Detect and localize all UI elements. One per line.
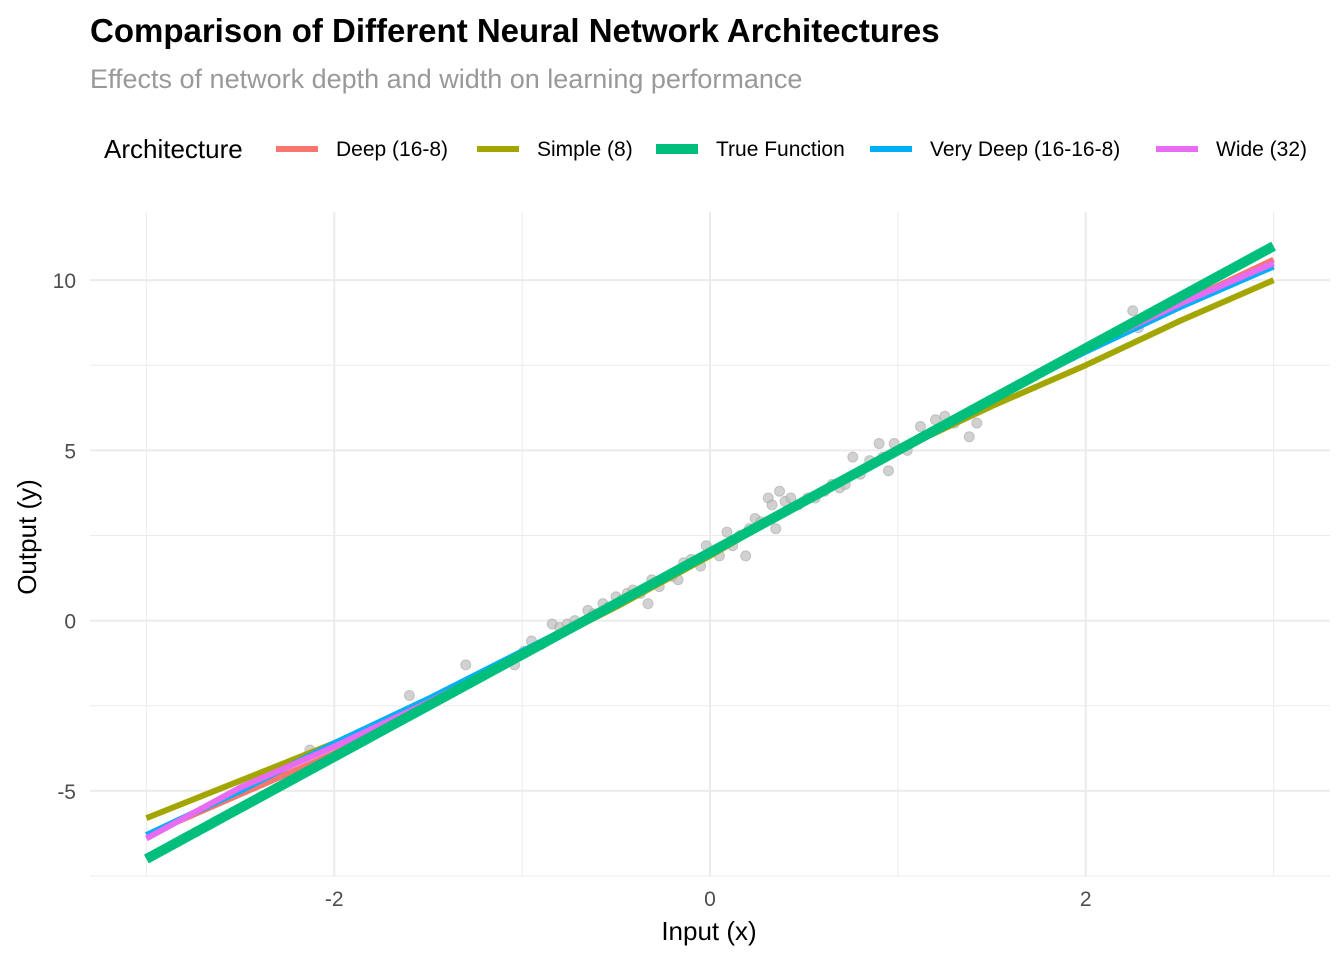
- legend-label: Wide (32): [1216, 138, 1307, 161]
- legend-entries: Deep (16-8) Simple (8) True Function Very D…: [276, 138, 1307, 161]
- legend: Architecture Deep (16-8) Simple (8) True F…: [104, 134, 1307, 164]
- legend-title: Architecture: [104, 134, 243, 164]
- scatter-point: [740, 550, 752, 562]
- scatter-point: [963, 431, 975, 443]
- scatter-point: [847, 451, 859, 463]
- legend-label: True Function: [716, 138, 845, 161]
- series-lines: [144, 241, 1276, 864]
- y-tick-label: 10: [53, 270, 76, 293]
- legend-label: Very Deep (16-16-8): [930, 138, 1120, 161]
- scatter-point: [403, 690, 415, 702]
- scatter-point: [770, 523, 782, 535]
- legend-label: Deep (16-8): [336, 138, 448, 161]
- scatter-point: [882, 465, 894, 477]
- x-axis-label: Input (x): [661, 916, 756, 946]
- x-axis-ticks: -2 0 2: [325, 888, 1092, 911]
- scatter-point: [971, 417, 983, 429]
- scatter-point: [721, 526, 733, 538]
- x-tick-label: 0: [704, 888, 716, 911]
- y-axis-ticks: -5 0 5 10: [53, 270, 76, 804]
- grid: [90, 212, 1330, 877]
- scatter-point: [914, 421, 926, 433]
- chart-title: Comparison of Different Neural Network A…: [90, 12, 940, 49]
- series-line-true-function: [144, 241, 1276, 864]
- scatter-point: [774, 485, 786, 497]
- y-tick-label: 0: [64, 611, 76, 634]
- x-tick-label: -2: [325, 888, 344, 911]
- y-axis-label: Output (y): [12, 479, 42, 595]
- legend-label: Simple (8): [537, 138, 633, 161]
- y-tick-label: -5: [57, 781, 76, 804]
- scatter-point: [642, 598, 654, 610]
- scatter-point: [1127, 305, 1139, 317]
- chart-subtitle: Effects of network depth and width on le…: [90, 64, 802, 94]
- scatter-point: [766, 499, 778, 511]
- scatter-point: [460, 659, 472, 671]
- y-tick-label: 5: [64, 440, 76, 463]
- x-tick-label: 2: [1080, 888, 1092, 911]
- scatter-point: [873, 438, 885, 450]
